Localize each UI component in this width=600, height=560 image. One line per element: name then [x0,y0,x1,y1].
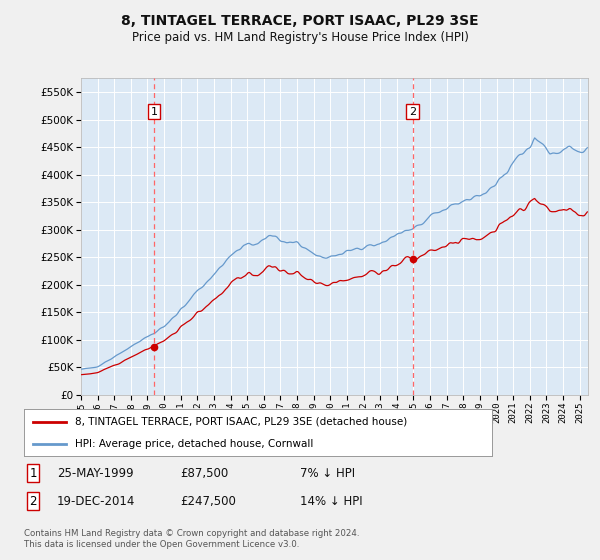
Text: 25-MAY-1999: 25-MAY-1999 [57,466,134,480]
Text: £247,500: £247,500 [180,494,236,508]
Text: 8, TINTAGEL TERRACE, PORT ISAAC, PL29 3SE (detached house): 8, TINTAGEL TERRACE, PORT ISAAC, PL29 3S… [76,417,408,427]
Text: 2: 2 [29,494,37,508]
Text: Price paid vs. HM Land Registry's House Price Index (HPI): Price paid vs. HM Land Registry's House … [131,31,469,44]
Text: £87,500: £87,500 [180,466,228,480]
Text: 19-DEC-2014: 19-DEC-2014 [57,494,136,508]
Text: 8, TINTAGEL TERRACE, PORT ISAAC, PL29 3SE: 8, TINTAGEL TERRACE, PORT ISAAC, PL29 3S… [121,14,479,28]
Text: 1: 1 [29,466,37,480]
Text: HPI: Average price, detached house, Cornwall: HPI: Average price, detached house, Corn… [76,438,314,449]
Text: 2: 2 [409,106,416,116]
Text: 7% ↓ HPI: 7% ↓ HPI [300,466,355,480]
Text: Contains HM Land Registry data © Crown copyright and database right 2024.
This d: Contains HM Land Registry data © Crown c… [24,529,359,549]
Text: 1: 1 [151,106,157,116]
Text: 14% ↓ HPI: 14% ↓ HPI [300,494,362,508]
